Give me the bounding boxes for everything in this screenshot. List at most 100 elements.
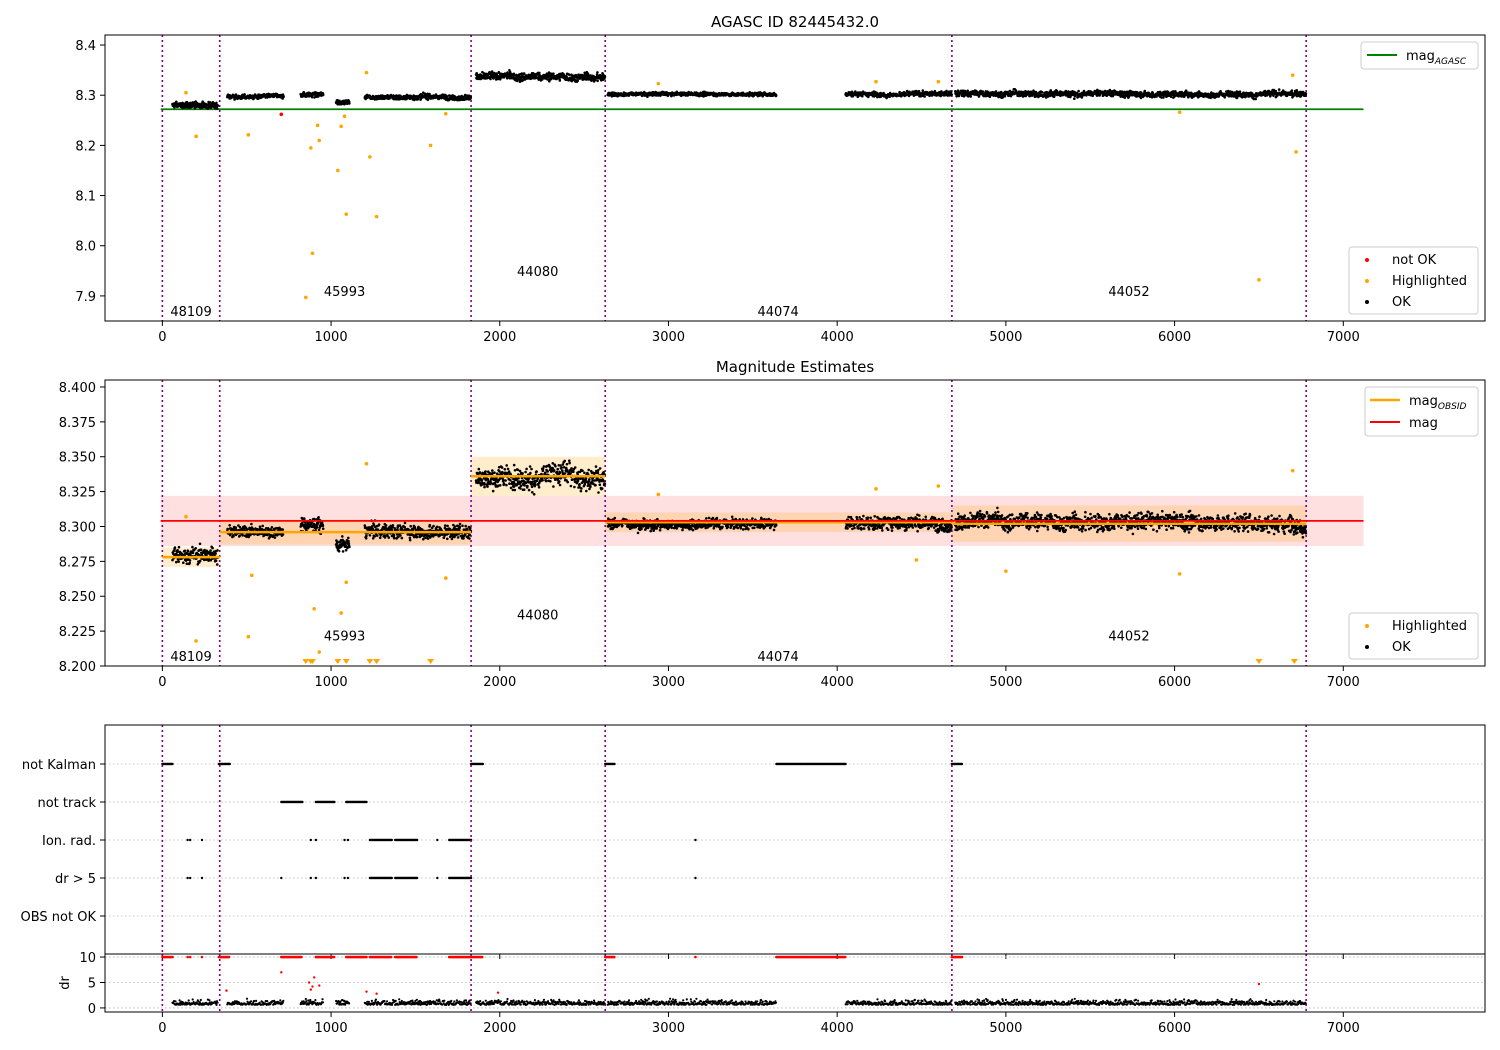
ok-point: [241, 534, 244, 537]
ok-point: [488, 70, 491, 74]
ok-point: [521, 472, 524, 475]
ok-point: [523, 484, 526, 487]
highlighted-point: [317, 138, 322, 143]
legend-entry: Highlighted: [1392, 274, 1467, 289]
ok-point: [214, 552, 217, 555]
ok-point: [188, 561, 191, 565]
legend-marker-ok: [1365, 300, 1369, 304]
ok-point: [182, 561, 185, 564]
ok-point: [535, 470, 538, 473]
legend-entry: not OK: [1392, 253, 1437, 268]
ok-point: [1238, 90, 1242, 93]
ok-point: [408, 538, 412, 542]
highlighted-point: [1257, 278, 1261, 282]
ok-point: [537, 486, 541, 489]
x-tick-label: 0: [158, 330, 166, 345]
ok-point: [468, 533, 472, 537]
ok-point: [484, 470, 487, 473]
not-ok-point: [279, 112, 284, 117]
ok-point: [453, 525, 457, 528]
ok-point: [392, 536, 396, 540]
ok-point: [462, 536, 465, 540]
x-tick-label: 7000: [1327, 330, 1360, 345]
y-tick-label: 8.1: [75, 190, 96, 205]
ok-point: [273, 536, 277, 539]
ok-point: [408, 536, 412, 540]
highlighted-point: [443, 111, 448, 116]
highlighted-point: [310, 251, 315, 256]
ok-point: [173, 546, 177, 549]
ok-point: [186, 550, 190, 553]
x-tick-label: 3000: [652, 330, 685, 345]
ok-point: [532, 493, 536, 496]
ok-point: [500, 466, 504, 469]
legend-entry-base: mag: [1406, 49, 1435, 64]
ok-point: [216, 549, 219, 552]
ok-point: [1073, 97, 1076, 100]
ok-point: [502, 482, 506, 485]
ok-point: [214, 559, 218, 562]
ok-point: [1254, 97, 1257, 101]
ok-point: [344, 548, 348, 552]
ok-point: [175, 560, 178, 564]
ok-point: [184, 106, 187, 109]
ok-point: [1040, 91, 1044, 94]
ok-point: [506, 467, 510, 471]
ok-point: [603, 75, 607, 79]
ok-point: [596, 71, 599, 74]
ok-point: [464, 524, 468, 528]
ok-point: [546, 78, 549, 81]
ok-point: [1077, 89, 1080, 93]
ok-point: [552, 485, 555, 488]
highlighted-point: [368, 155, 372, 159]
y-tick-label: 8.4: [75, 39, 96, 54]
x-tick-label: 4000: [821, 330, 854, 345]
ok-point: [469, 95, 473, 99]
y-tick-label: 8.0: [75, 240, 96, 255]
ok-point: [234, 526, 237, 529]
ok-point: [377, 523, 381, 526]
highlighted-point: [874, 79, 878, 84]
ok-point: [1277, 88, 1281, 91]
highlighted-point: [1294, 150, 1298, 154]
ok-point: [530, 485, 534, 489]
ok-point: [969, 95, 972, 98]
ok-point: [422, 91, 425, 94]
ok-point: [177, 545, 181, 549]
ok-point: [270, 526, 274, 529]
ok-point: [373, 535, 377, 538]
ok-point: [981, 90, 985, 93]
ok-point: [310, 95, 314, 99]
ok-point: [387, 536, 391, 539]
ok-point: [261, 524, 265, 528]
ok-point: [509, 479, 512, 482]
ok-point: [392, 533, 396, 537]
ok-point: [1003, 95, 1007, 98]
ok-point: [923, 95, 926, 98]
ok-point: [399, 534, 402, 537]
y-tick-label: 7.9: [75, 290, 96, 305]
ok-point: [341, 535, 344, 538]
ok-point: [498, 484, 502, 487]
ok-point: [272, 534, 275, 537]
highlighted-point: [303, 295, 308, 300]
highlighted-point: [336, 168, 340, 173]
ok-point: [508, 70, 512, 74]
ok-point: [173, 106, 176, 109]
ok-point: [483, 485, 486, 489]
ok-point: [243, 93, 246, 96]
highlighted-point: [309, 146, 313, 150]
ok-point: [477, 467, 481, 471]
ok-point: [495, 72, 499, 76]
highlighted-point: [656, 81, 661, 86]
ok-point: [537, 483, 540, 487]
ok-point: [512, 463, 516, 467]
ok-point: [468, 537, 471, 540]
ok-point: [491, 489, 495, 493]
ok-point: [774, 94, 778, 97]
ok-point: [232, 534, 235, 538]
legend-lines: magAGASC: [1360, 41, 1479, 70]
ok-point: [435, 533, 439, 536]
ok-point: [977, 95, 981, 98]
